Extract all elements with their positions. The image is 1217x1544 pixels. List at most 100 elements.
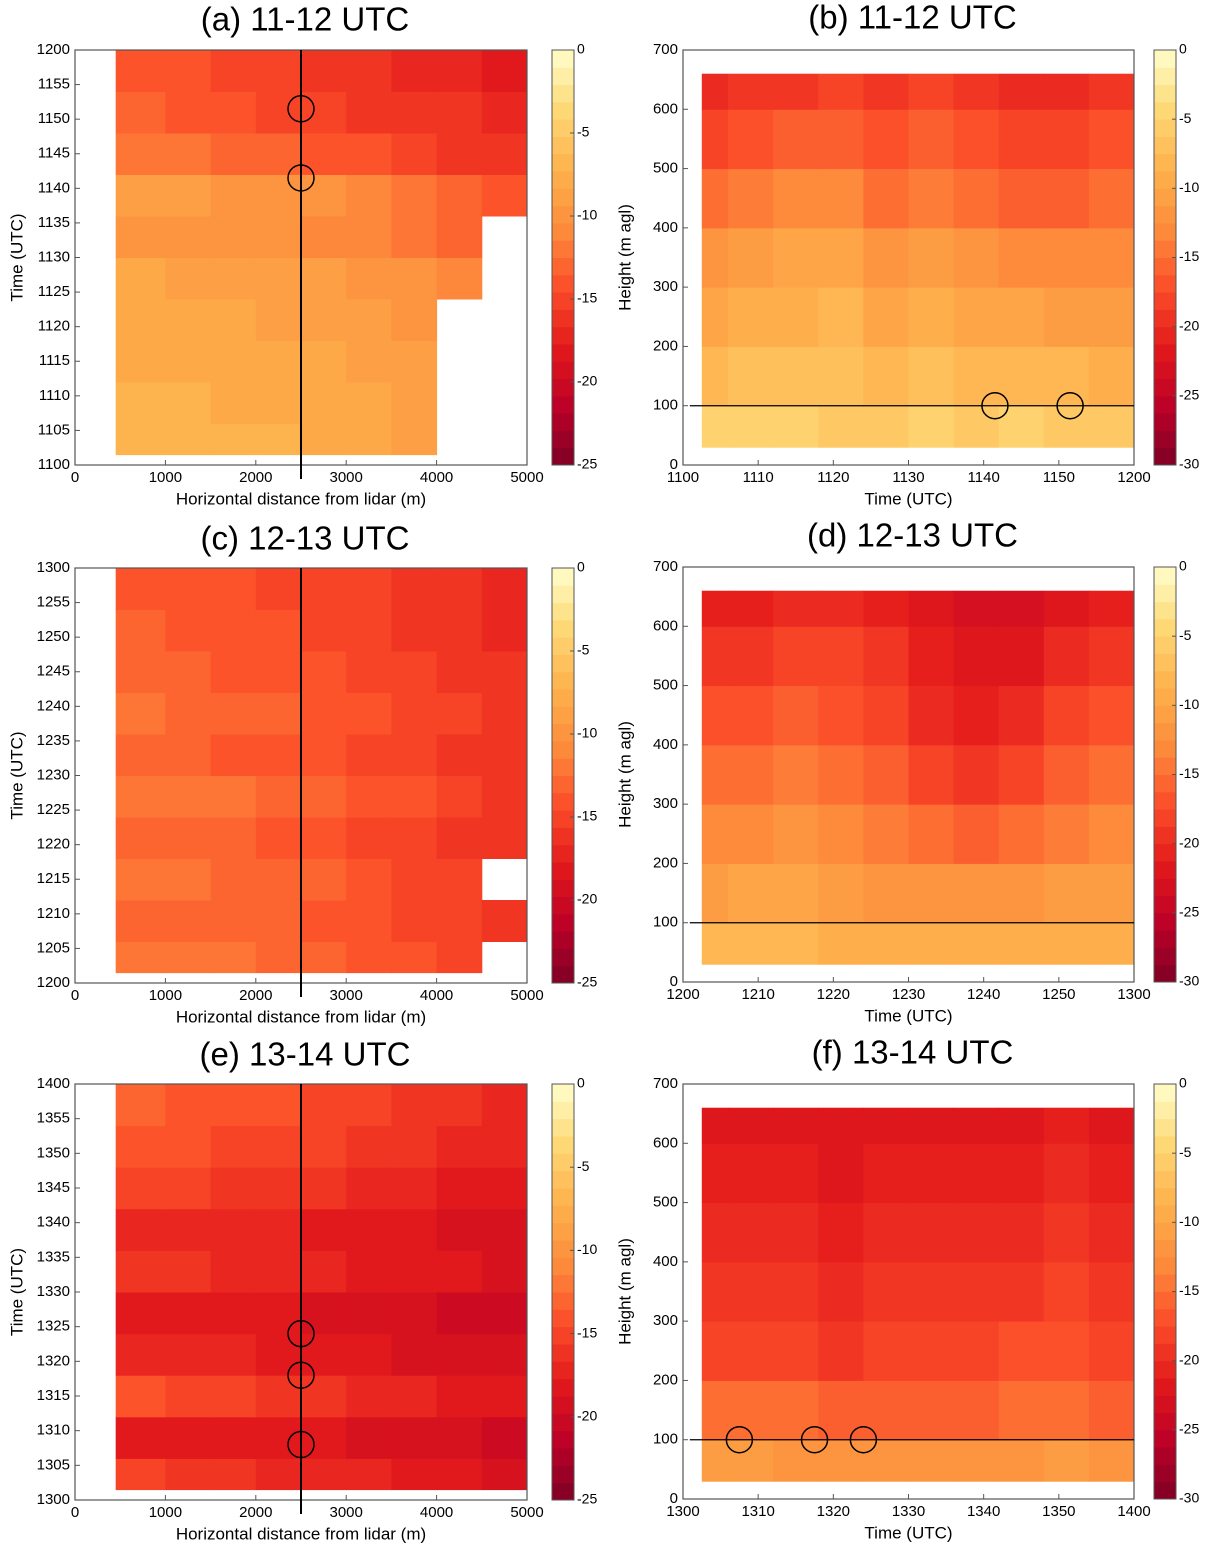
heatmap-cell <box>701 685 729 746</box>
chart-title: (a) 11-12 UTC <box>201 1 409 38</box>
marker-circle <box>287 95 315 123</box>
x-axis-label: Time (UTC) <box>864 489 952 508</box>
heatmap-cell <box>436 133 483 175</box>
heatmap-cell <box>953 1439 1000 1482</box>
heatmap-cell <box>255 775 302 818</box>
colorbar-frame <box>551 49 575 466</box>
y-tick-label: 1100 <box>38 456 70 473</box>
heatmap-cell <box>301 1167 347 1210</box>
heatmap-cell <box>773 73 819 110</box>
heatmap-cell <box>115 1208 166 1251</box>
colorbar-tick-label: -10 <box>577 1241 597 1257</box>
heatmap-cell <box>481 1292 528 1335</box>
heatmap-cell <box>953 922 1000 965</box>
heatmap-cell <box>165 1416 212 1459</box>
heatmap-cell <box>773 168 819 229</box>
colorbar-band <box>552 861 574 880</box>
x-tick-label: 1330 <box>892 1503 925 1520</box>
colorbar-band <box>1154 274 1176 293</box>
x-tick-label: 1210 <box>741 986 774 1003</box>
heatmap-cell <box>255 817 302 859</box>
heatmap-cell <box>1043 1107 1090 1144</box>
heatmap-cell <box>210 651 257 693</box>
heatmap-cell <box>391 1084 438 1127</box>
heatmap-cell <box>115 299 166 341</box>
heatmap-cell <box>391 299 438 341</box>
colorbar-band <box>552 119 574 137</box>
colorbar-band <box>1154 878 1176 897</box>
y-tick-label: 1110 <box>39 387 70 404</box>
colorbar-band <box>1154 636 1176 654</box>
heatmap-cell <box>728 744 774 805</box>
heatmap-cell <box>701 287 729 347</box>
colorbar-band <box>552 1170 574 1189</box>
colorbar-band <box>1154 1308 1176 1327</box>
y-axis-label: Time (UTC) <box>7 213 26 301</box>
panel: 1300 1310 1320 1330 1340 1350 1400 0 100 200 300 40… <box>615 1034 1199 1543</box>
heatmap-cell <box>908 1439 955 1482</box>
heatmap-cell <box>701 626 729 687</box>
colorbar-band <box>1154 1170 1176 1189</box>
y-tick-label: 0 <box>670 1490 678 1507</box>
colorbar-band <box>1154 1101 1176 1120</box>
heatmap-cell <box>863 405 909 448</box>
heatmap-cell <box>818 168 864 229</box>
colorbar-band <box>552 447 574 466</box>
heatmap-cell <box>301 1125 347 1168</box>
colorbar-tick-label: -15 <box>577 290 597 306</box>
heatmap-cell <box>818 405 864 448</box>
heatmap-cell <box>115 382 166 424</box>
heatmap-cell <box>391 734 438 776</box>
heatmap-cell <box>908 1321 955 1381</box>
colorbar-tick-label: -5 <box>1179 1144 1192 1160</box>
heatmap-cell <box>998 863 1045 924</box>
colorbar-band <box>1154 1205 1176 1223</box>
heatmap-cell <box>301 1084 347 1127</box>
heatmap-cell <box>391 340 438 383</box>
heatmap-cell <box>481 1458 528 1491</box>
colorbar-band <box>552 689 574 707</box>
heatmap-cell <box>863 346 909 407</box>
heatmap-cell <box>908 1380 955 1441</box>
y-tick-label: 600 <box>653 1134 678 1151</box>
heatmap-cell <box>346 734 392 776</box>
heatmap-cell <box>1088 1321 1135 1381</box>
heatmap-cell <box>1088 1107 1135 1144</box>
heatmap-cell <box>953 1321 1000 1381</box>
y-tick-label: 1150 <box>38 110 70 127</box>
heatmap-cell <box>115 1333 166 1376</box>
heatmap-cell <box>953 626 1000 687</box>
y-tick-label: 1205 <box>37 939 70 956</box>
heatmap-cell <box>953 1380 1000 1441</box>
heatmap-cell <box>1043 1321 1090 1381</box>
x-tick-label: 2000 <box>239 469 272 486</box>
x-tick-label: 3000 <box>330 987 363 1004</box>
heatmap-cell <box>255 1208 302 1251</box>
colorbar-band <box>1154 826 1176 845</box>
heatmap-cell <box>115 340 166 383</box>
heatmap-cell <box>255 1416 302 1459</box>
heatmap-cell <box>391 257 438 300</box>
heatmap-cell <box>255 609 302 652</box>
colorbar-band <box>1154 378 1176 397</box>
heatmap-cell <box>210 1167 257 1210</box>
heatmap-cell <box>301 50 347 92</box>
heatmap-cell <box>346 257 392 300</box>
heatmap-cell <box>301 174 347 217</box>
colorbar-band <box>552 1222 574 1241</box>
colorbar-band <box>552 965 574 984</box>
heatmap-cell <box>863 73 909 110</box>
y-tick-label: 1145 <box>38 145 70 162</box>
y-tick-label: 1300 <box>37 1491 70 1508</box>
heatmap-cell <box>863 287 909 347</box>
heatmap-cell <box>436 775 483 818</box>
heatmap-cell <box>165 734 212 776</box>
colorbar-band <box>1154 1118 1176 1137</box>
x-tick-label: 5000 <box>510 1504 543 1521</box>
x-tick-label: 1250 <box>1042 986 1075 1003</box>
heatmap-cell <box>165 50 212 92</box>
heatmap-cell <box>391 817 438 859</box>
colorbar-tick-label: -15 <box>577 808 597 824</box>
heatmap-cell <box>346 1208 392 1251</box>
heatmap-cell <box>346 692 392 735</box>
